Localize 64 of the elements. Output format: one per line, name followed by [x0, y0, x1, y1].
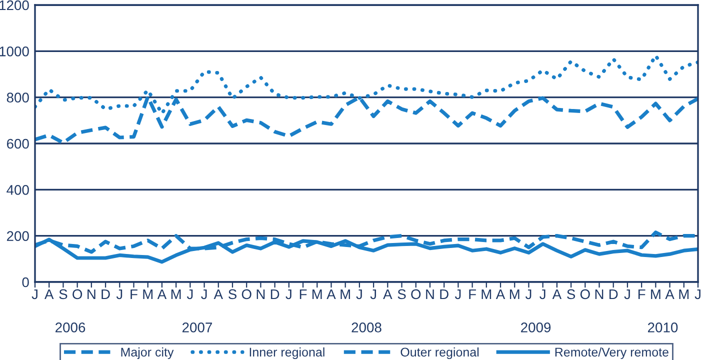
x-tick-label: N: [88, 289, 96, 300]
legend-label: Outer regional: [400, 347, 479, 360]
y-tick-label: 0: [22, 277, 29, 288]
x-tick-label: D: [609, 289, 618, 300]
x-tick-label: A: [214, 289, 223, 300]
x-tick-label: J: [525, 289, 532, 300]
text: 2008: [352, 322, 382, 332]
x-tick-label: A: [665, 289, 674, 300]
x-tick-label: A: [552, 289, 562, 300]
x-tick-label: O: [411, 289, 421, 300]
x-tick-label: S: [228, 289, 236, 300]
x-tick-label: J: [624, 289, 630, 300]
x-tick-label: M: [510, 289, 520, 300]
x-tick-label: O: [242, 289, 252, 300]
x-tick-label: A: [44, 289, 54, 300]
x-tick-label: N: [256, 289, 265, 300]
x-tick-label: A: [496, 289, 506, 300]
y-tick-label: 1200: [0, 0, 29, 10]
x-tick-label: F: [469, 289, 476, 300]
x-tick-label: J: [286, 289, 292, 300]
x-tick-label: M: [679, 289, 689, 300]
x-tick-label: A: [157, 289, 167, 300]
x-tick-label: J: [186, 289, 193, 300]
x-tick-label: A: [326, 289, 336, 300]
x-tick-label: M: [651, 289, 660, 300]
x-tick-label: M: [482, 289, 492, 300]
x-tick-label: M: [143, 289, 152, 300]
x-tick-label: M: [312, 289, 322, 300]
x-tick-label: J: [694, 289, 700, 300]
x-tick-label: F: [638, 289, 646, 300]
x-tick-label: J: [356, 289, 362, 300]
x-tick-label: D: [102, 289, 110, 300]
x-tick-label: D: [440, 289, 448, 300]
y-tick-label: 800: [6, 92, 29, 103]
x-tick-label: O: [72, 289, 82, 300]
x-tick-label: D: [270, 289, 280, 300]
x-tick-label: A: [383, 289, 392, 300]
x-tick-label: J: [454, 289, 461, 300]
x-tick-label: J: [116, 289, 122, 300]
text: 2006: [56, 322, 86, 332]
legend-label: Major city: [121, 347, 174, 360]
y-tick-label: 200: [6, 231, 29, 242]
x-tick-label: J: [540, 289, 546, 300]
y-tick-label: 600: [6, 138, 29, 149]
x-tick-label: S: [59, 289, 68, 300]
x-tick-label: J: [32, 289, 38, 300]
x-tick-label: F: [130, 289, 138, 300]
x-tick-label: J: [201, 289, 207, 300]
x-tick-label: M: [340, 289, 350, 300]
text: 2007: [182, 322, 212, 332]
x-tick-label: N: [426, 289, 434, 300]
x-tick-label: J: [370, 289, 376, 300]
x-tick-label: S: [567, 289, 576, 300]
y-tick-label: 400: [6, 185, 29, 195]
y-tick-label: 1000: [0, 46, 29, 56]
x-tick-label: O: [580, 289, 590, 300]
x-tick-label: S: [398, 289, 406, 300]
x-tick-label: F: [300, 289, 307, 300]
legend-label: Inner regional: [250, 347, 324, 360]
x-tick-label: M: [171, 289, 181, 300]
x-tick-label: N: [595, 289, 604, 300]
text: 2010: [648, 322, 678, 332]
text: 2009: [521, 322, 551, 332]
legend-label: Remote/Very remote: [555, 347, 668, 360]
